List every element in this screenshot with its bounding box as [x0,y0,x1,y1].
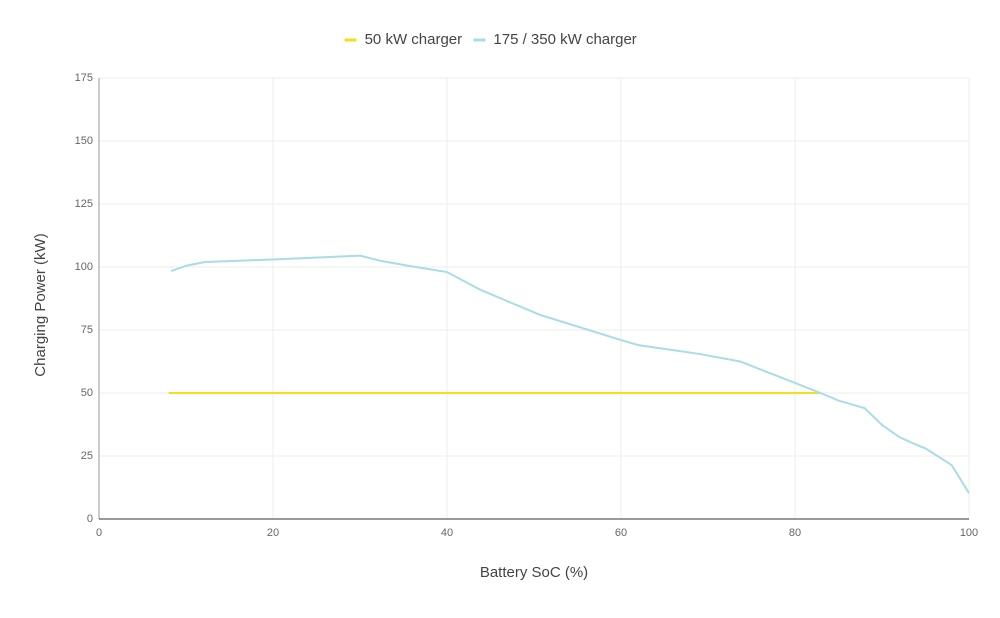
y-axis-title: Charging Power (kW) [32,233,49,376]
x-tick-label: 20 [267,527,279,539]
x-tick-label: 60 [615,527,627,539]
y-tick-label: 100 [75,261,93,273]
y-tick-label: 0 [87,513,93,525]
y-tick-label: 150 [75,135,93,147]
x-tick-label: 100 [960,527,978,539]
y-tick-label: 25 [81,450,93,462]
y-tick-label: 50 [81,387,93,399]
x-tick-label: 80 [789,527,801,539]
series-line [170,254,970,494]
x-tick-label: 0 [96,527,102,539]
x-axis-title: Battery SoC (%) [480,564,588,581]
legend-text: 50 kW charger [365,31,463,48]
legend-text: 175 / 350 kW charger [493,31,636,48]
y-tick-label: 175 [75,72,93,84]
y-tick-label: 75 [81,324,93,336]
x-tick-label: 40 [441,527,453,539]
y-tick-label: 125 [75,198,93,210]
